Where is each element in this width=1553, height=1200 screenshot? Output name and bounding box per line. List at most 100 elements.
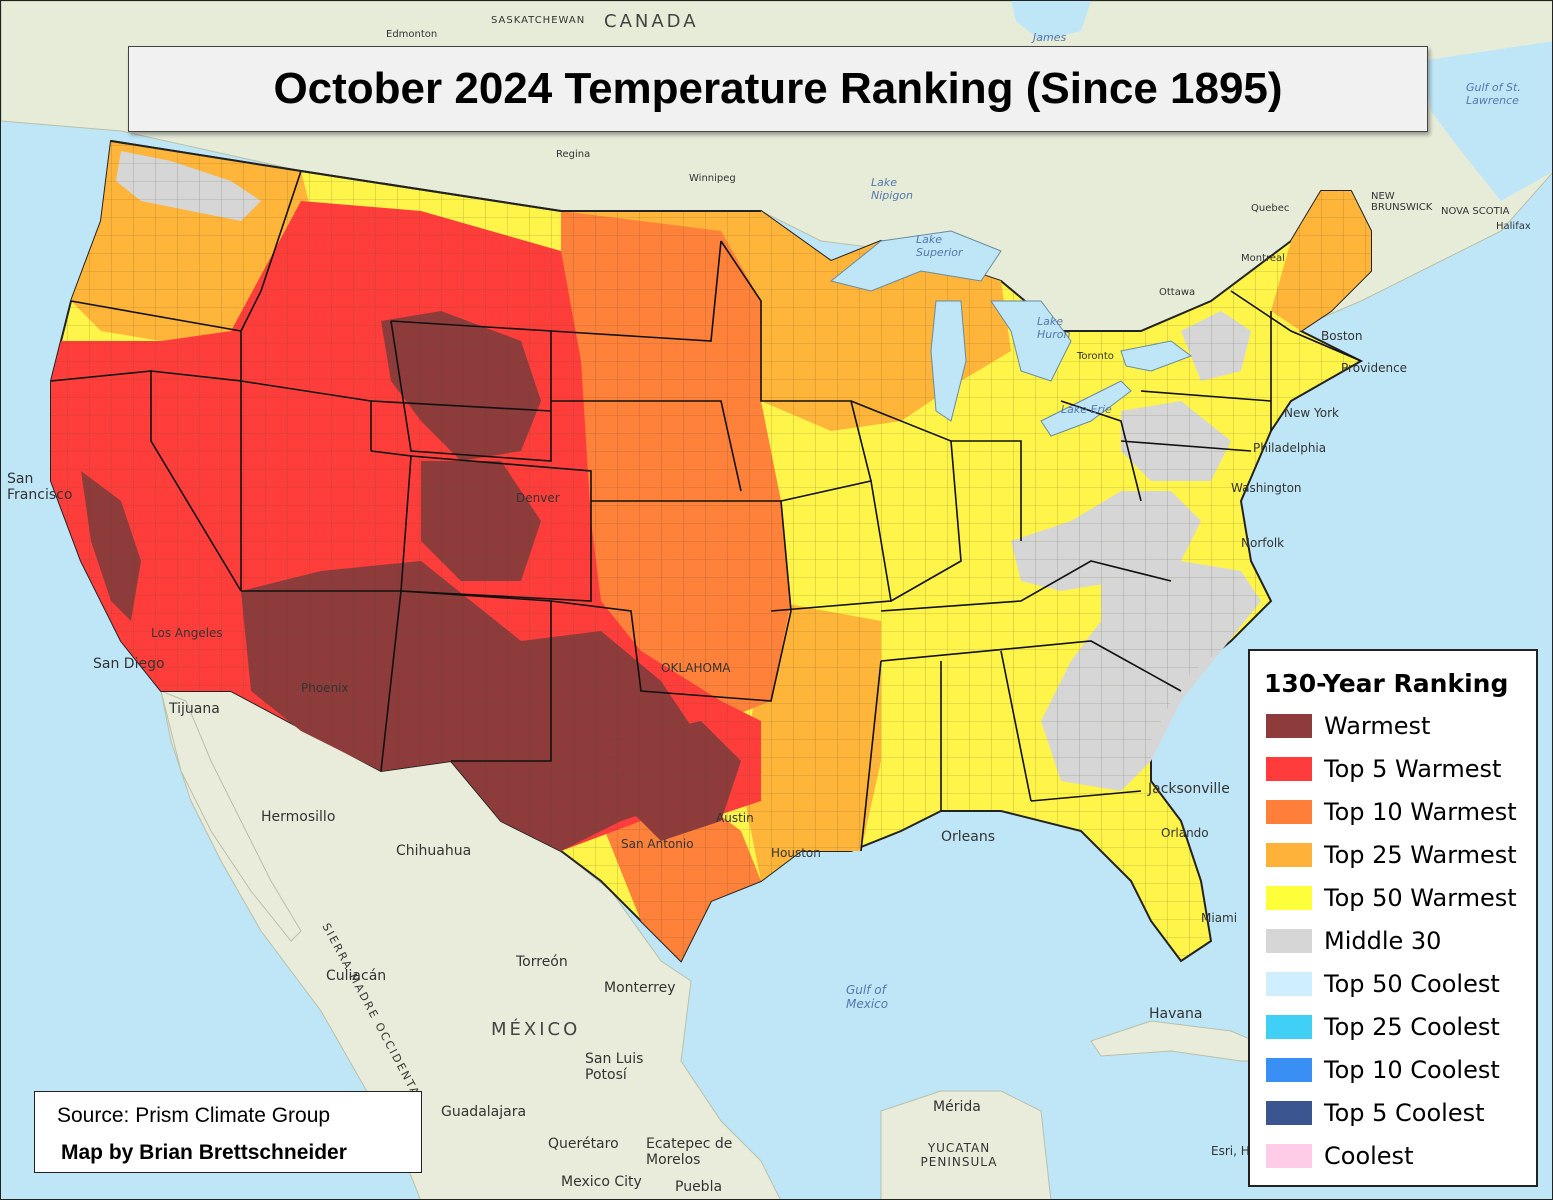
label-culiacan: Culiacán	[326, 968, 387, 984]
legend-swatch	[1266, 1015, 1312, 1039]
label-gulf-of-mexico: Gulf of Mexico	[846, 983, 889, 1011]
legend-label: Middle 30	[1324, 927, 1442, 955]
lake-michigan	[930, 300, 967, 422]
label-ottawa: Ottawa	[1159, 287, 1196, 298]
label-lake-superior: Lake Superior	[916, 233, 963, 259]
map-title: October 2024 Temperature Ranking (Since …	[273, 64, 1283, 113]
label-orlando: Orlando	[1161, 826, 1209, 840]
label-san-francisco: San Francisco	[7, 471, 73, 503]
label-houston: Houston	[771, 846, 821, 860]
label-providence: Providence	[1341, 361, 1408, 375]
legend-swatch	[1266, 929, 1312, 953]
legend-swatch	[1266, 757, 1312, 781]
lake-huron	[990, 300, 1072, 382]
label-lake-nipigon: Lake Nipigon	[871, 176, 914, 202]
yucatan-land	[880, 1090, 1052, 1199]
label-los-angeles: Los Angeles	[151, 626, 223, 640]
label-winnipeg: Winnipeg	[689, 173, 736, 184]
lake-superior	[829, 230, 1002, 292]
label-havana: Havana	[1149, 1006, 1203, 1022]
legend-item: Top 50 Coolest	[1266, 969, 1500, 999]
legend-item: Top 10 Coolest	[1266, 1055, 1500, 1085]
label-yucatan: YUCATAN PENINSULA	[920, 1141, 998, 1169]
label-nova-scotia: NOVA SCOTIA	[1441, 206, 1510, 217]
legend-item: Top 25 Coolest	[1266, 1012, 1500, 1042]
legend-label: Top 5 Warmest	[1324, 755, 1502, 783]
legend-swatch	[1266, 886, 1312, 910]
label-san-diego: San Diego	[93, 656, 165, 672]
label-guadalajara: Guadalajara	[441, 1104, 527, 1120]
label-lake-huron: Lake Huron	[1037, 315, 1071, 341]
legend-label: Top 25 Warmest	[1324, 841, 1517, 869]
label-saskatchewan: SASKATCHEWAN	[491, 15, 586, 26]
legend-label: Top 10 Coolest	[1324, 1056, 1500, 1084]
legend-label: Top 5 Coolest	[1324, 1099, 1485, 1127]
label-gulf-st-lawrence: Gulf of St. Lawrence	[1466, 81, 1521, 107]
source-text: Source: Prism Climate Group	[57, 1104, 331, 1127]
legend-item: Coolest	[1266, 1141, 1413, 1171]
legend-label: Top 25 Coolest	[1324, 1013, 1500, 1041]
label-quebec: Quebec	[1251, 203, 1290, 214]
label-regina: Regina	[556, 149, 591, 160]
legend-item: Middle 30	[1266, 926, 1441, 956]
legend-item: Top 5 Warmest	[1266, 754, 1501, 784]
label-new-york: New York	[1284, 406, 1339, 420]
legend-swatch	[1266, 714, 1312, 738]
gulf-st-lawrence-water	[1421, 41, 1552, 201]
legend-swatch	[1266, 1101, 1312, 1125]
legend: 130-Year Ranking Warmest Top 5 Warmest Top…	[1248, 649, 1538, 1187]
label-san-luis-potosi: San Luis Potosí	[585, 1051, 644, 1083]
legend-label: Top 50 Coolest	[1324, 970, 1500, 998]
label-mexico-city: Mexico City	[561, 1174, 642, 1190]
label-washington: Washington	[1231, 481, 1302, 495]
label-norfolk: Norfolk	[1241, 536, 1285, 550]
label-canada: CANADA	[604, 11, 699, 32]
label-edmonton: Edmonton	[386, 29, 438, 40]
legend-title: 130-Year Ranking	[1264, 669, 1509, 698]
label-new-brunswick: NEW BRUNSWICK	[1371, 191, 1433, 213]
legend-swatch	[1266, 1144, 1312, 1168]
label-puebla: Puebla	[675, 1179, 723, 1195]
source-box: Source: Prism Climate Group Map by Brian…	[34, 1091, 422, 1173]
label-philadelphia: Philadelphia	[1253, 441, 1327, 455]
label-mexico: MÉXICO	[491, 1019, 581, 1040]
state-boundaries	[50, 170, 1362, 852]
label-ecatepec: Ecatepec de Morelos	[646, 1136, 733, 1168]
legend-item: Top 25 Warmest	[1266, 840, 1517, 870]
legend-item: Top 10 Warmest	[1266, 797, 1517, 827]
label-queretaro: Querétaro	[548, 1136, 619, 1152]
label-halifax: Halifax	[1496, 221, 1531, 232]
label-merida: Mérida	[933, 1099, 981, 1115]
legend-label: Top 10 Warmest	[1324, 798, 1517, 826]
label-james: James	[1033, 31, 1067, 44]
label-austin: Austin	[716, 811, 754, 825]
legend-label: Top 50 Warmest	[1324, 884, 1517, 912]
label-denver: Denver	[516, 491, 560, 505]
label-chihuahua: Chihuahua	[396, 843, 472, 859]
legend-label: Warmest	[1324, 712, 1431, 740]
label-lake-erie: Lake Erie	[1061, 403, 1112, 416]
label-monterrey: Monterrey	[604, 980, 676, 996]
map-title-box: October 2024 Temperature Ranking (Since …	[128, 46, 1428, 132]
legend-swatch	[1266, 972, 1312, 996]
author-credit: Map by Brian Brettschneider	[61, 1141, 347, 1164]
label-jacksonville: Jacksonville	[1148, 781, 1230, 797]
legend-item: Top 50 Warmest	[1266, 883, 1517, 913]
label-new-orleans: Orleans	[941, 829, 996, 845]
legend-swatch	[1266, 800, 1312, 824]
label-oklahoma: OKLAHOMA	[661, 661, 731, 675]
label-san-antonio: San Antonio	[621, 837, 694, 851]
lake-ontario	[1120, 340, 1193, 372]
label-hermosillo: Hermosillo	[261, 809, 336, 825]
label-tijuana: Tijuana	[169, 701, 220, 717]
label-montreal: Montreal	[1241, 253, 1285, 264]
baja-california	[160, 690, 302, 942]
us-canada-border	[110, 140, 761, 212]
legend-swatch	[1266, 1058, 1312, 1082]
label-miami: Miami	[1201, 911, 1238, 925]
label-toronto: Toronto	[1077, 351, 1114, 362]
label-phoenix: Phoenix	[301, 681, 349, 695]
legend-item: Top 5 Coolest	[1266, 1098, 1485, 1128]
